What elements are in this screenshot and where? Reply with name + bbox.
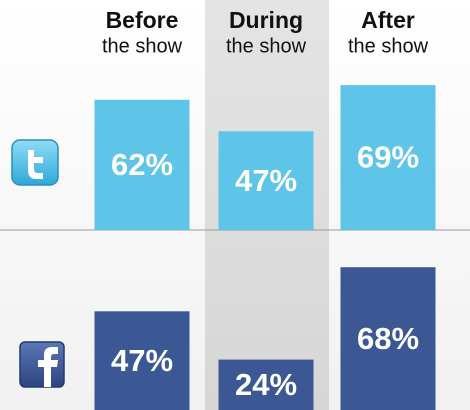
data-label: 69% bbox=[357, 140, 419, 175]
data-label: 62% bbox=[111, 147, 173, 182]
bar bbox=[94, 99, 190, 230]
twitter-icon bbox=[11, 139, 59, 186]
data-label: 47% bbox=[235, 163, 297, 198]
facebook-icon bbox=[19, 341, 65, 388]
bar bbox=[94, 311, 190, 410]
bar bbox=[340, 267, 436, 410]
column-header: During bbox=[229, 7, 303, 33]
data-label: 68% bbox=[357, 321, 419, 356]
column-header: Before bbox=[106, 7, 179, 33]
data-label: 47% bbox=[111, 343, 173, 378]
column-header: After bbox=[361, 7, 415, 33]
bar bbox=[218, 131, 314, 230]
bar bbox=[218, 359, 314, 410]
column-subheader: the show bbox=[102, 35, 183, 57]
column-subheader: the show bbox=[348, 35, 429, 57]
bar bbox=[340, 85, 436, 230]
column-subheader: the show bbox=[226, 35, 307, 57]
data-label: 24% bbox=[235, 367, 297, 402]
